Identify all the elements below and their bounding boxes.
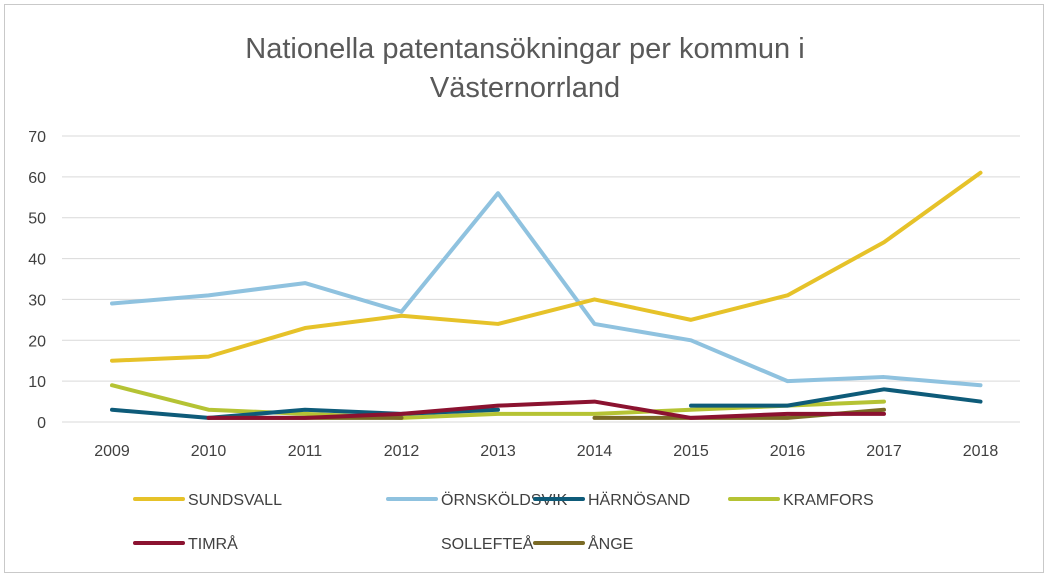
legend-label: SOLLEFTEÅ: [441, 534, 534, 553]
x-tick-label: 2018: [963, 443, 999, 460]
legend: SUNDSVALL ÖRNSKÖLDSVIK HÄRNÖSAND KRAMFORS TI…: [133, 491, 874, 553]
legend-item: SOLLEFTEÅ: [386, 534, 534, 553]
x-tick-label: 2009: [94, 443, 130, 460]
y-tick-label: 60: [28, 170, 46, 187]
legend-item: ÅNGE: [533, 534, 633, 553]
x-tick-label: 2015: [673, 443, 709, 460]
series-line-harnosand: [689, 387, 983, 408]
x-tick-label: 2016: [770, 443, 806, 460]
chart-title-line-1: Nationella patentansökningar per kommun …: [245, 33, 804, 65]
y-tick-label: 20: [28, 333, 46, 350]
x-tick-label: 2013: [480, 443, 516, 460]
y-tick-label: 50: [28, 211, 46, 228]
chart-title-line-2: Västernorrland: [430, 72, 620, 104]
series-line-sundsvall: [110, 170, 983, 363]
legend-item: KRAMFORS: [728, 492, 874, 509]
series-line-ornskoldsvik: [110, 191, 983, 388]
series-line-timra: [206, 399, 886, 420]
legend-item: ÖRNSKÖLDSVIK: [386, 491, 568, 509]
series-ornskoldsvik: [110, 191, 983, 388]
y-tick-label: 10: [28, 374, 46, 391]
series-timra: [206, 399, 886, 420]
x-axis: 2009 2010 2011 2012 2013 2014 2015 2016 2017 2018: [94, 443, 998, 460]
x-tick-label: 2012: [384, 443, 420, 460]
legend-label: HÄRNÖSAND: [588, 491, 690, 509]
x-tick-label: 2010: [191, 443, 227, 460]
legend-label: KRAMFORS: [783, 492, 874, 509]
x-tick-label: 2011: [288, 443, 323, 460]
legend-label: ÖRNSKÖLDSVIK: [441, 491, 568, 509]
chart-frame: [4, 4, 1044, 573]
y-axis: 0 10 20 30 40 50 60 70: [28, 129, 46, 432]
y-tick-label: 40: [28, 252, 46, 269]
legend-label: SUNDSVALL: [188, 492, 282, 509]
y-tick-label: 70: [28, 129, 46, 146]
legend-label: TIMRÅ: [188, 534, 238, 553]
y-tick-label: 0: [37, 415, 46, 432]
grid-lines: [62, 135, 1020, 423]
legend-item: HÄRNÖSAND: [533, 491, 690, 509]
x-tick-label: 2014: [577, 443, 613, 460]
legend-label: ÅNGE: [588, 534, 633, 553]
series-lines: [110, 170, 983, 420]
legend-item: SUNDSVALL: [133, 492, 282, 509]
y-tick-label: 30: [28, 292, 46, 309]
series-sundsvall: [110, 170, 983, 363]
x-tick-label: 2017: [866, 443, 902, 460]
legend-item: TIMRÅ: [133, 534, 238, 553]
